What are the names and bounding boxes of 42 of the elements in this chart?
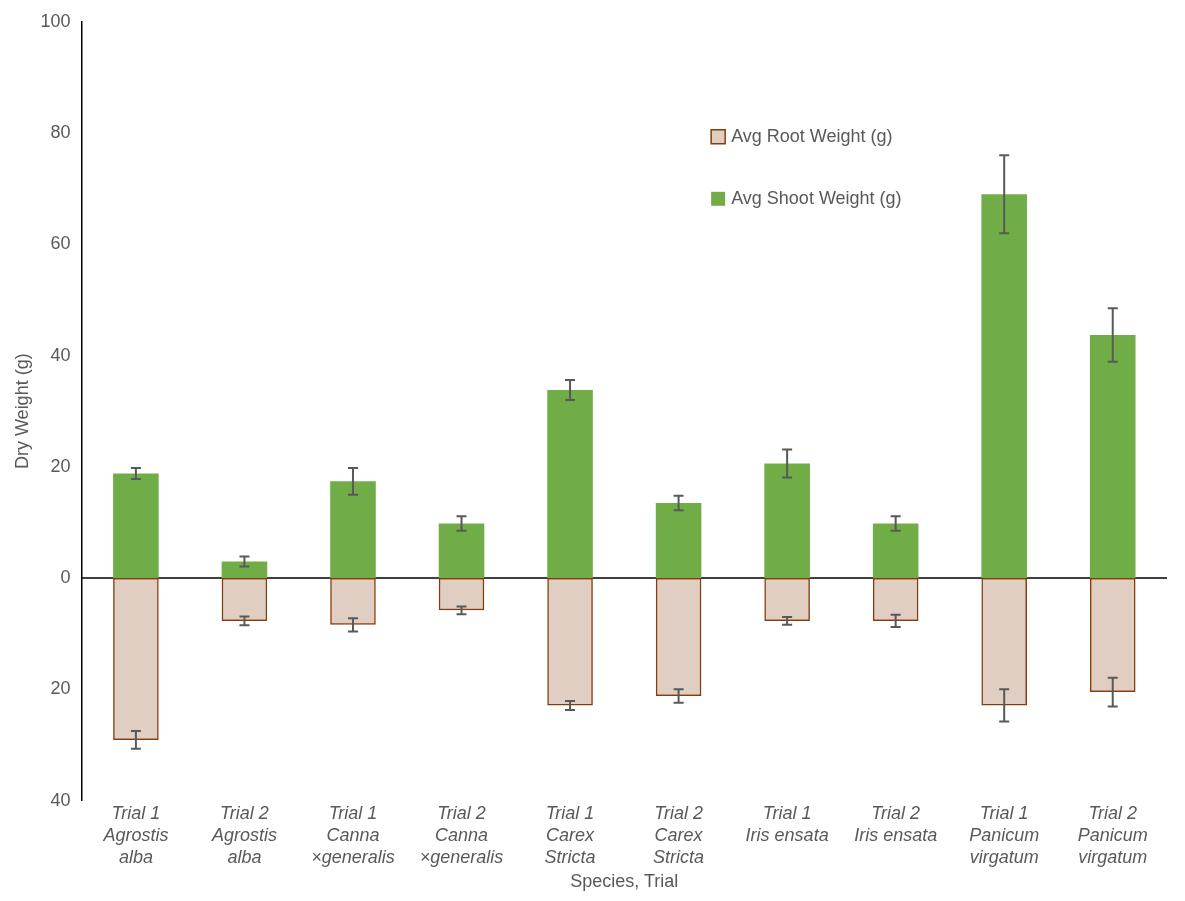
bar [872, 578, 919, 621]
bar [221, 578, 268, 621]
bar [330, 578, 376, 625]
bar [547, 390, 593, 579]
x-axis-title: Species, Trial [570, 871, 679, 892]
y-tick-label: 0 [60, 567, 71, 588]
bar [113, 578, 159, 740]
x-tick-label: Trial 2 Carex Stricta [653, 803, 705, 867]
bar [764, 578, 810, 621]
x-tick-label: Trial 2 Iris ensata [854, 803, 938, 845]
bar [981, 578, 1027, 706]
bar [981, 194, 1027, 579]
x-tick-label: Trial 1 Carex Stricta [544, 803, 596, 867]
y-tick-label: 100 [40, 10, 71, 31]
bar [330, 481, 376, 579]
x-tick-label: Trial 1 Agrostis alba [102, 803, 169, 867]
y-tick-label: 20 [50, 455, 71, 476]
x-tick-label: Trial 2 Canna ×generalis [419, 803, 504, 867]
bar [221, 561, 268, 579]
bar [438, 578, 485, 611]
y-tick-label: 20 [50, 678, 71, 699]
y-tick-label: 60 [50, 233, 71, 254]
x-tick-label: Trial 1 Iris ensata [745, 803, 829, 845]
legend-label: Avg Shoot Weight (g) [731, 187, 902, 208]
y-tick-label: 40 [50, 344, 71, 365]
bar [547, 578, 593, 706]
legend-label: Avg Root Weight (g) [731, 125, 893, 146]
y-tick-label: 80 [50, 122, 71, 143]
y-tick-label: 40 [50, 789, 71, 810]
bar [1089, 334, 1136, 579]
bar [1089, 578, 1136, 693]
bar [764, 463, 810, 579]
x-tick-label: Trial 2 Panicum virgatum [1077, 803, 1148, 867]
x-tick-label: Trial 1 Canna ×generalis [311, 803, 395, 867]
bar [438, 523, 485, 579]
bar [872, 523, 919, 579]
bar [113, 473, 159, 579]
bar [655, 502, 702, 579]
x-tick-label: Trial 1 Panicum virgatum [969, 803, 1040, 867]
y-axis-title: Dry Weight (g) [11, 353, 32, 470]
bar [655, 578, 702, 697]
x-tick-label: Trial 2 Agrostis alba [210, 803, 277, 867]
